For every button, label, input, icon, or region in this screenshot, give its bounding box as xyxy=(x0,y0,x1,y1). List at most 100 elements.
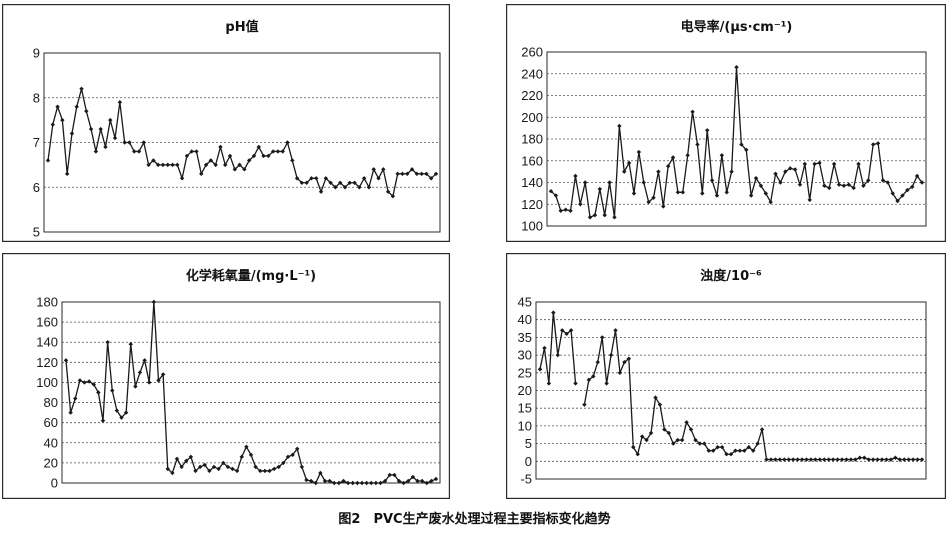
turbidity-data-point xyxy=(719,444,725,450)
cod-data-point xyxy=(193,468,198,474)
ph-data-point xyxy=(146,162,151,168)
ph-data-point xyxy=(338,180,343,185)
conductivity-data-point xyxy=(817,160,822,166)
conductivity-data-point xyxy=(822,183,827,188)
turbidity-data-point xyxy=(679,437,685,443)
conductivity-data-point xyxy=(573,173,578,179)
ph-data-point xyxy=(69,131,75,136)
ph-tick-label: 6 xyxy=(33,180,40,195)
ph-data-point xyxy=(213,162,218,168)
ph-data-point xyxy=(165,162,170,168)
ph-data-point xyxy=(323,176,329,181)
turbidity-plot-area xyxy=(535,301,927,480)
ph-data-point xyxy=(395,171,400,177)
conductivity-frame xyxy=(506,4,946,242)
cod-data-point xyxy=(179,464,184,470)
ph-data-point xyxy=(429,176,434,181)
conductivity-tick-label: 260 xyxy=(521,45,543,60)
ph-data-point xyxy=(170,162,175,168)
turbidity-data-point xyxy=(662,427,667,432)
ph-data-point xyxy=(242,167,247,172)
conductivity-data-point xyxy=(890,191,895,196)
cod-data-point xyxy=(244,444,249,449)
turbidity-data-point xyxy=(546,381,552,386)
ph-data-point xyxy=(175,162,180,168)
ph-data-point xyxy=(246,158,252,163)
chart-cod: 化学耗氧量/(mg·L⁻¹) 0 20 40 60 80 100 120 140 160 180 xyxy=(2,253,450,499)
ph-data-point xyxy=(261,153,266,159)
ph-data-point xyxy=(203,162,209,168)
ph-data-point xyxy=(127,140,132,145)
turbidity-data-point xyxy=(622,359,627,365)
ph-data-point xyxy=(342,185,348,190)
conductivity-tick-label: 100 xyxy=(521,219,543,234)
conductivity-data-point xyxy=(651,195,656,200)
cod-data-point xyxy=(86,379,92,384)
conductivity-data-point xyxy=(724,190,729,195)
chart-ph: pH值 5 6 7 8 9 xyxy=(2,4,450,242)
cod-data-point xyxy=(188,454,194,460)
cod-data-point xyxy=(392,472,397,478)
conductivity-data-point xyxy=(836,182,842,187)
cod-data-point xyxy=(123,410,129,415)
chart-turbidity: 浊度/10⁻⁶ -5 0 5 10 15 20 25 30 35 40 45 xyxy=(506,253,946,499)
ph-plot-area xyxy=(43,52,441,233)
ph-tick-label: 7 xyxy=(33,135,40,150)
conductivity-data-point xyxy=(827,185,832,191)
ph-data-point xyxy=(223,162,228,168)
ph-data-point xyxy=(79,86,84,91)
cod-data-point xyxy=(313,480,318,486)
ph-data-point xyxy=(400,171,405,177)
conductivity-data-point xyxy=(812,161,817,167)
ph-data-point xyxy=(179,176,185,181)
turbidity-tick-label: 30 xyxy=(518,348,532,363)
conductivity-tick-label: 120 xyxy=(521,197,543,212)
ph-data-point xyxy=(189,149,194,154)
cod-data-point xyxy=(318,470,323,476)
cod-data-point xyxy=(142,358,147,363)
ph-data-point xyxy=(151,158,156,163)
ph-data-point xyxy=(381,167,386,172)
cod-data-point xyxy=(156,378,161,383)
turbidity-data-point xyxy=(910,457,916,462)
ph-data-point xyxy=(361,176,367,181)
cod-data-point xyxy=(396,478,402,484)
cod-plot-area xyxy=(61,301,441,484)
conductivity-data-point xyxy=(661,204,666,209)
conductivity-data-point xyxy=(592,212,598,218)
turbidity-data-point xyxy=(537,367,543,372)
conductivity-data-point xyxy=(870,142,876,147)
ph-data-point xyxy=(419,171,424,177)
cod-data-point xyxy=(151,299,157,305)
cod-data-point xyxy=(234,468,240,474)
cod-data-point xyxy=(429,478,434,484)
ph-data-point xyxy=(227,153,233,159)
turbidity-data-point xyxy=(795,457,800,462)
turbidity-data-point xyxy=(870,457,876,462)
cod-tick-label: 120 xyxy=(36,355,58,370)
cod-data-point xyxy=(110,388,115,393)
turbidity-data-point xyxy=(555,352,560,358)
ph-data-point xyxy=(160,162,166,168)
ph-tick-label: 5 xyxy=(33,225,40,240)
conductivity-data-point xyxy=(646,199,651,205)
ph-data-point xyxy=(64,171,70,177)
turbidity-data-point xyxy=(671,441,676,446)
cod-tick-label: 100 xyxy=(36,375,58,390)
cod-tick-label: 20 xyxy=(44,455,58,470)
ph-data-point xyxy=(390,194,396,199)
cod-data-point xyxy=(373,480,379,486)
cod-data-point xyxy=(415,478,420,484)
ph-data-point xyxy=(366,185,372,190)
ph-data-point xyxy=(55,104,60,109)
cod-tick-label: 180 xyxy=(36,295,58,310)
ph-data-point xyxy=(371,167,376,172)
ph-data-point xyxy=(93,149,99,154)
conductivity-data-point xyxy=(763,191,768,196)
ph-data-point xyxy=(141,140,146,145)
cod-tick-label: 40 xyxy=(44,435,58,450)
turbidity-data-point xyxy=(653,395,658,400)
figure-caption: 图2 PVC生产废水处理过程主要指标变化趋势 xyxy=(338,512,611,527)
cod-data-point xyxy=(336,480,342,486)
turbidity-tick-label: 40 xyxy=(518,312,532,327)
